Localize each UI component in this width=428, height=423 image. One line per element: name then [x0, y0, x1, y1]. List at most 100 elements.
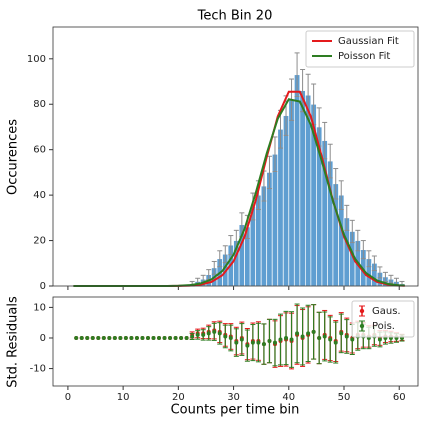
residual-point — [96, 335, 101, 340]
residual-point — [173, 335, 178, 340]
error-bar — [388, 274, 394, 284]
residual-point — [118, 335, 123, 340]
residual-point — [134, 335, 139, 340]
bar — [288, 99, 295, 287]
x-tick-label: 10 — [117, 392, 130, 403]
legend-box — [351, 300, 415, 338]
legend-label: Gaussian Fit — [338, 36, 399, 47]
residual-point — [284, 335, 289, 340]
y-tick-label: 20 — [33, 236, 46, 247]
error-bar — [371, 255, 377, 272]
error-bar — [217, 250, 223, 268]
residual-point — [228, 335, 233, 340]
error-bar — [366, 250, 372, 268]
bar — [299, 90, 306, 287]
residual-point — [256, 340, 261, 345]
error-bar — [377, 266, 383, 279]
y-axis-label: Std. Residuals — [6, 296, 21, 388]
y-tick-label: 80 — [33, 99, 46, 110]
error-bar — [349, 219, 355, 244]
residual-point — [151, 335, 156, 340]
residual-point — [317, 335, 322, 340]
residual-point — [112, 335, 117, 340]
residual-point — [300, 334, 305, 339]
residual-point — [289, 337, 294, 342]
y-tick-label: 10 — [33, 302, 46, 313]
residual-point — [162, 335, 167, 340]
chart-title: Tech Bin 20 — [197, 9, 273, 24]
error-bar — [333, 168, 339, 200]
residual-point — [239, 337, 244, 342]
legend-swatch — [359, 323, 365, 329]
error-bar — [338, 180, 344, 210]
residual-point — [311, 329, 316, 334]
residual-point — [101, 335, 106, 340]
y-axis-label: Occurences — [6, 119, 21, 195]
residual-point — [217, 331, 222, 336]
residual-point — [79, 335, 84, 340]
residual-point — [339, 331, 344, 336]
residual-point — [261, 342, 266, 347]
residual-point — [85, 335, 90, 340]
residual-point — [74, 335, 79, 340]
residual-point — [333, 340, 338, 345]
error-bar — [294, 52, 300, 98]
error-bar — [360, 240, 366, 260]
bar — [282, 115, 290, 287]
error-bar — [355, 229, 361, 252]
error-bar — [327, 143, 333, 179]
residual-point — [328, 337, 333, 342]
error-bar — [211, 260, 217, 275]
residual-point — [184, 335, 189, 340]
y-tick-label: 0 — [40, 281, 46, 292]
legend-label: Pois. — [372, 321, 395, 332]
residual-point — [206, 331, 211, 336]
error-bar — [272, 136, 278, 172]
bar — [266, 172, 273, 287]
residual-point — [272, 340, 277, 345]
bar — [293, 74, 301, 287]
residual-point — [129, 335, 134, 340]
x-axis-label: Counts per time bin — [171, 403, 300, 418]
residual-point — [123, 335, 128, 340]
residual-point — [344, 334, 349, 339]
residual-point — [195, 332, 200, 337]
residual-point — [267, 339, 272, 344]
residual-point — [212, 329, 217, 334]
bar — [277, 128, 284, 287]
y-tick-label: -10 — [30, 364, 46, 375]
residual-point — [350, 337, 355, 342]
residual-point — [107, 335, 112, 340]
bar — [271, 153, 279, 287]
x-tick-label: 50 — [338, 392, 351, 403]
y-tick-label: 40 — [33, 190, 46, 201]
residual-point — [377, 337, 382, 342]
legend-label: Gaus. — [372, 306, 401, 317]
legend-swatch — [359, 308, 365, 314]
fit-line — [73, 98, 405, 287]
residual-point — [250, 340, 255, 345]
residual-point — [140, 335, 145, 340]
residual-point — [295, 331, 300, 336]
x-tick-label: 30 — [227, 392, 240, 403]
residual-point — [157, 335, 162, 340]
y-tick-label: 0 — [40, 333, 46, 344]
residual-point — [234, 340, 239, 345]
residual-point — [245, 343, 250, 348]
residual-point — [322, 334, 327, 339]
residual-point — [223, 334, 228, 339]
legend-label: Poisson Fit — [338, 51, 390, 62]
y-tick-label: 60 — [33, 145, 46, 156]
axes-frame — [52, 26, 419, 287]
residual-point — [145, 335, 150, 340]
residual-point — [201, 332, 206, 337]
residual-point — [90, 335, 95, 340]
x-tick-label: 40 — [282, 392, 295, 403]
x-tick-label: 60 — [393, 392, 406, 403]
axes-frame — [52, 296, 419, 387]
error-bar — [382, 271, 388, 282]
y-tick-label: 100 — [27, 54, 46, 65]
x-tick-label: 0 — [65, 392, 71, 403]
